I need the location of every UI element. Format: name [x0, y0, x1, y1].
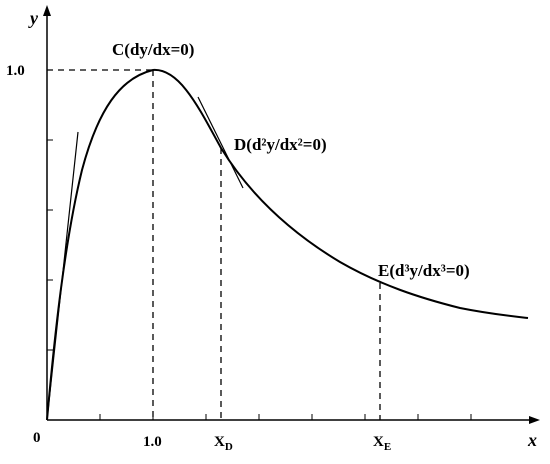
point-label: D(d²y/dx²=0)	[234, 135, 327, 154]
point-label: C(dy/dx=0)	[112, 40, 194, 59]
axes	[46, 12, 532, 421]
minor-ticks	[47, 69, 472, 420]
guide-lines	[47, 69, 381, 420]
x-marker: XD	[214, 434, 233, 453]
x-marker: XE	[373, 434, 391, 453]
y-arrow	[43, 5, 51, 16]
x-arrow	[529, 416, 540, 424]
marker-sub: D	[225, 441, 233, 453]
marker-main: X	[373, 434, 384, 450]
y-axis-label: y	[28, 8, 39, 28]
marker-sub: E	[384, 441, 391, 453]
x-tick-label: 1.0	[143, 434, 162, 450]
curve	[46, 68, 529, 421]
tangents	[46, 96, 244, 421]
origin-label: 0	[33, 430, 41, 446]
marker-main: X	[214, 434, 225, 450]
point-label: E(d³y/dx³=0)	[378, 261, 470, 280]
x-axis-label: x	[527, 430, 537, 450]
y-tick-label: 1.0	[6, 63, 25, 79]
